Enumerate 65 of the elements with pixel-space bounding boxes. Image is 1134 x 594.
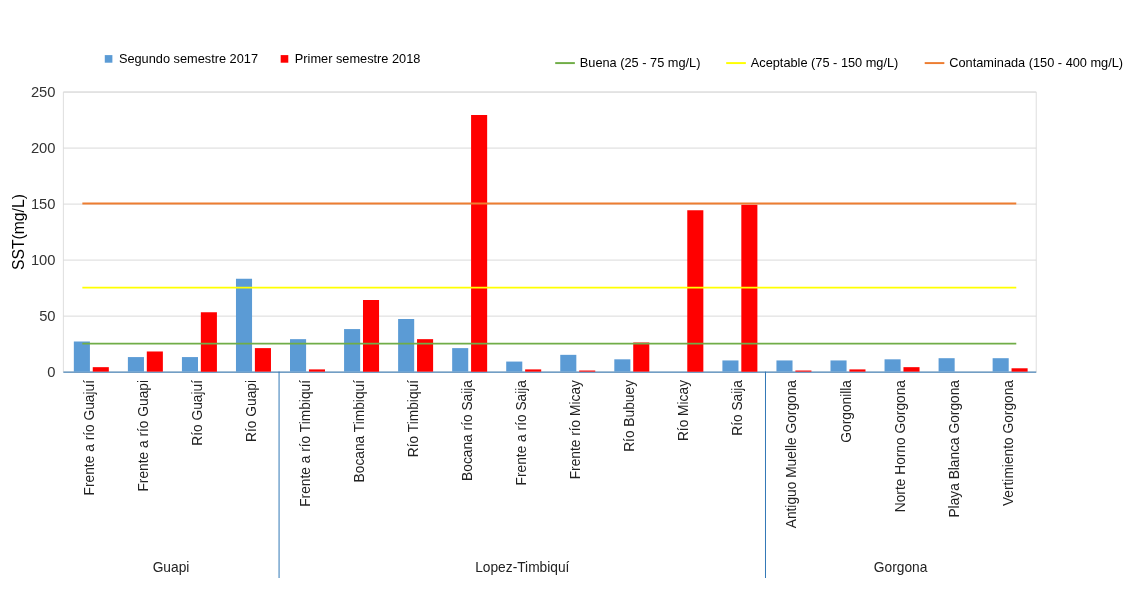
x-tick-label: Frente a río Saija xyxy=(514,379,530,486)
bar xyxy=(903,367,920,372)
text: Lopez-Timbiquí xyxy=(475,560,570,576)
x-tick-label: Norte Horno Gorgona xyxy=(892,379,908,513)
bar xyxy=(1011,368,1028,372)
legend-label: Buena (25 - 75 mg/L) xyxy=(579,55,701,71)
bar xyxy=(849,369,866,372)
bar xyxy=(146,351,163,372)
bar xyxy=(308,369,326,372)
x-tick-label: Río Timbiquí xyxy=(406,379,422,458)
x-tick-label: Gorgonilla xyxy=(838,379,854,443)
bar xyxy=(200,312,217,372)
bar xyxy=(398,318,415,372)
x-tick-label: Río Guapi xyxy=(243,379,259,442)
x-tick-label: Frente a río Guajuí xyxy=(81,379,97,496)
bar xyxy=(776,360,793,372)
x-tick-label: Río Guajuí xyxy=(189,379,205,446)
bar xyxy=(506,361,523,372)
bar xyxy=(235,278,253,372)
x-tick-label: Antiguo Muelle Gorgona xyxy=(784,379,800,529)
y-tick-label: 250 xyxy=(30,83,56,100)
x-tick-label: Playa Blanca Gorgona xyxy=(946,379,962,518)
bar xyxy=(741,204,758,372)
bar xyxy=(614,359,631,372)
bar xyxy=(830,360,847,372)
text: Gorgona xyxy=(873,560,928,576)
x-tick-label: Bocana Timbiquí xyxy=(352,379,368,483)
bar xyxy=(560,354,577,372)
y-tick-label: 150 xyxy=(30,196,56,213)
bar xyxy=(471,115,488,372)
y-tick-label: 200 xyxy=(30,140,56,156)
legend-label: Segundo semestre 2017 xyxy=(118,50,259,66)
bar xyxy=(687,210,704,372)
bar xyxy=(344,329,361,372)
bar xyxy=(362,299,380,372)
x-tick-label: Vertimiento Gorgona xyxy=(1000,379,1016,507)
y-tick-label: 50 xyxy=(39,308,56,325)
x-tick-label: Río Micay xyxy=(676,379,692,442)
text: Guapi xyxy=(152,560,190,576)
bar xyxy=(290,339,307,372)
y-tick-label: 0 xyxy=(47,364,56,381)
legend-label: Aceptable (75 - 150 mg/L) xyxy=(750,55,899,71)
bar xyxy=(127,357,144,372)
x-tick-label: Frente a río Timbiquí xyxy=(298,379,314,507)
bar xyxy=(992,358,1009,372)
legend-label: Contaminada (150 - 400 mg/L) xyxy=(949,55,1124,71)
y-tick-label: 100 xyxy=(30,252,56,269)
bar xyxy=(417,339,434,372)
bar xyxy=(181,357,199,372)
x-tick-label: Río Bubuey xyxy=(622,379,638,452)
bar xyxy=(254,348,271,372)
bar xyxy=(722,360,739,372)
bar xyxy=(92,367,109,372)
x-tick-label: Bocana río Saija xyxy=(460,379,476,481)
bar xyxy=(73,341,90,372)
legend-label: Primer semestre 2018 xyxy=(294,50,421,66)
y-axis-title: SST(mg/L) xyxy=(10,194,28,271)
bar xyxy=(525,369,542,372)
bar xyxy=(452,348,469,372)
x-tick-label: Frente río Micay xyxy=(568,379,584,480)
bar xyxy=(884,359,901,372)
bar xyxy=(633,342,650,372)
x-tick-label: Río Saija xyxy=(730,379,746,436)
bar xyxy=(938,358,955,372)
x-tick-label: Frente a río Guapi xyxy=(135,379,151,492)
